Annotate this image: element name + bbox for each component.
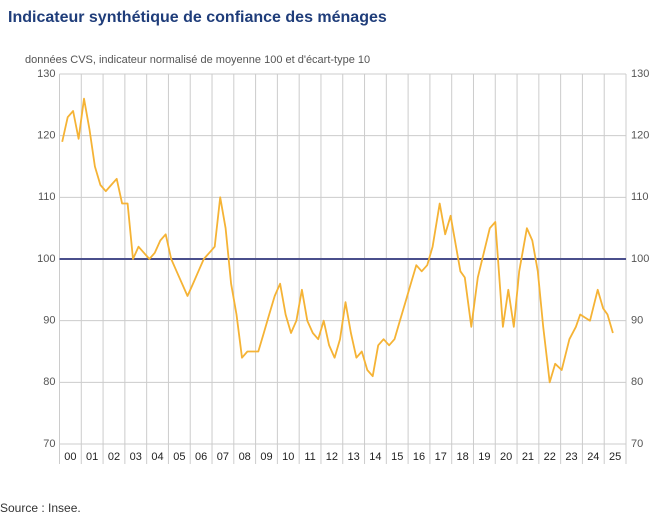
y2-tick-label: 110 — [631, 191, 649, 203]
x-tick-label: 05 — [173, 451, 185, 463]
x-tick-label: 23 — [565, 451, 577, 463]
x-tick-label: 14 — [369, 451, 381, 463]
x-tick-label: 12 — [326, 451, 338, 463]
y-tick-label: 80 — [43, 376, 55, 388]
x-tick-label: 09 — [260, 451, 272, 463]
x-tick-label: 16 — [413, 451, 425, 463]
x-tick-label: 13 — [348, 451, 360, 463]
x-tick-label: 02 — [108, 451, 120, 463]
y-tick-label: 130 — [37, 68, 55, 80]
y2-tick-label: 80 — [631, 376, 643, 388]
x-tick-label: 04 — [151, 451, 163, 463]
x-tick-label: 03 — [130, 451, 142, 463]
y-tick-label: 90 — [43, 315, 55, 327]
y2-tick-label: 130 — [631, 68, 649, 80]
x-tick-label: 01 — [86, 451, 98, 463]
x-tick-label: 06 — [195, 451, 207, 463]
source: Source : Insee. — [0, 501, 81, 515]
chart-title: Indicateur synthétique de confiance des … — [8, 9, 387, 26]
y2-tick-label: 70 — [631, 438, 643, 450]
x-tick-label: 08 — [239, 451, 251, 463]
x-tick-label: 18 — [456, 451, 468, 463]
y2-tick-label: 100 — [631, 253, 649, 265]
x-tick-label: 22 — [544, 451, 556, 463]
y-tick-label: 110 — [38, 191, 56, 203]
x-tick-label: 11 — [304, 451, 315, 463]
y-tick-label: 100 — [37, 253, 55, 265]
x-tick-label: 07 — [217, 451, 229, 463]
y-tick-label: 120 — [37, 130, 55, 142]
y2-tick-label: 120 — [631, 130, 649, 142]
x-tick-label: 25 — [609, 451, 621, 463]
subtitle: données CVS, indicateur normalisé de moy… — [25, 54, 370, 66]
line-series — [61, 97, 614, 384]
x-tick-label: 20 — [500, 451, 512, 463]
x-tick-label: 17 — [435, 451, 447, 463]
y2-tick-label: 90 — [631, 315, 643, 327]
x-tick-label: 15 — [391, 451, 403, 463]
x-tick-label: 00 — [64, 451, 76, 463]
x-tick-label: 21 — [522, 451, 534, 463]
x-tick-label: 10 — [282, 451, 294, 463]
y-tick-label: 70 — [43, 438, 55, 450]
x-tick-label: 24 — [587, 451, 599, 463]
x-tick-label: 19 — [478, 451, 490, 463]
